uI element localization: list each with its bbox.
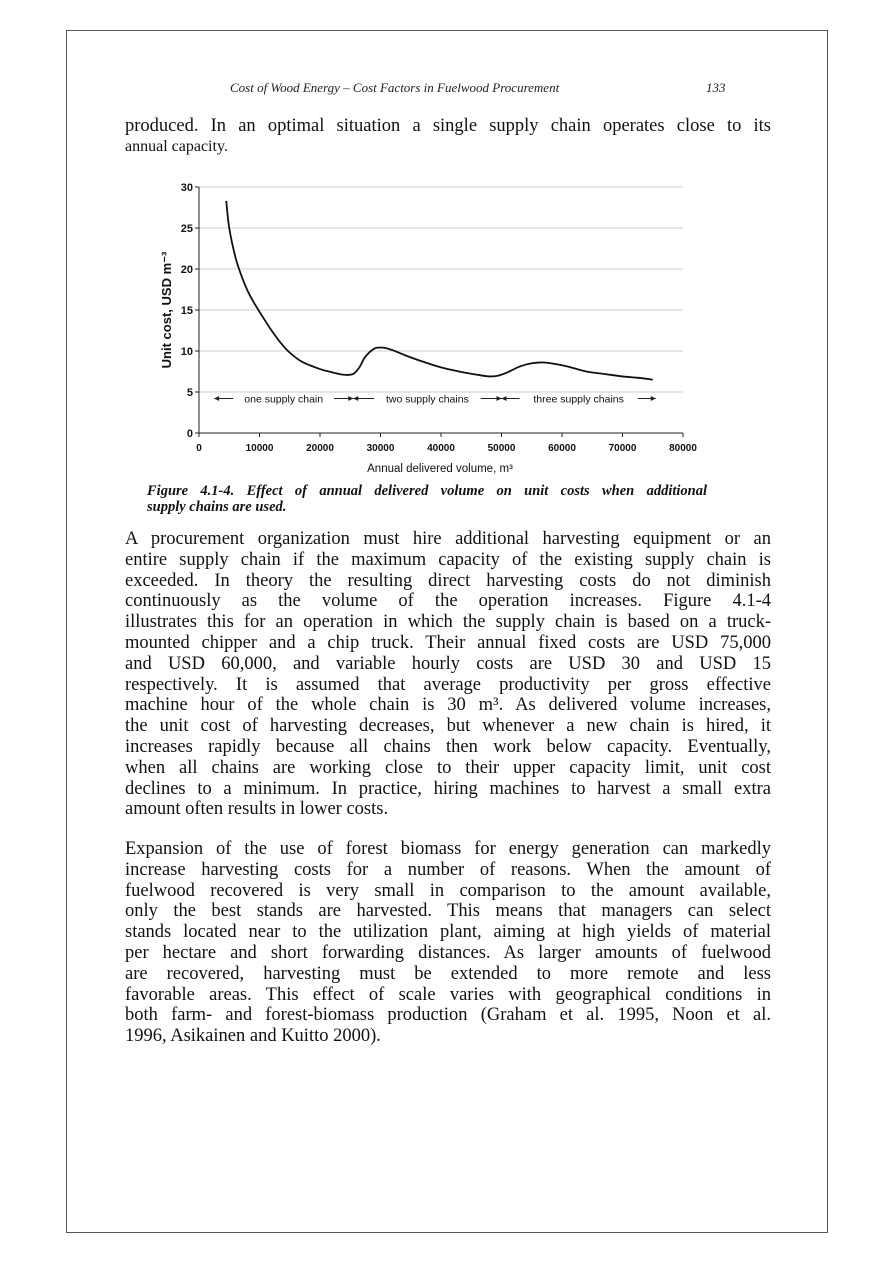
- annotation-label: one supply chain: [244, 394, 323, 406]
- x-tick-label: 20000: [306, 443, 334, 454]
- running-header: Cost of Wood Energy – Cost Factors in Fu…: [230, 80, 560, 95]
- text-line: fuelwood recovered is very small in comp…: [125, 880, 771, 901]
- x-tick-label: 0: [196, 443, 202, 454]
- arrowhead-right: [496, 396, 502, 402]
- annotation-label: two supply chains: [386, 394, 469, 406]
- text-line: entire supply chain if the maximum capac…: [125, 549, 771, 570]
- x-tick-label: 30000: [367, 443, 395, 454]
- x-tick-label: 80000: [669, 443, 697, 454]
- text-line: supply chains are used.: [147, 499, 287, 515]
- y-tick-label: 30: [181, 182, 193, 194]
- y-tick-label: 20: [181, 264, 193, 276]
- y-tick-label: 25: [181, 223, 193, 235]
- intro-paragraph: produced. In an optimal situation a sing…: [125, 116, 771, 158]
- text-line: favorable areas. This effect of scale va…: [125, 984, 771, 1005]
- text-line: and USD 60,000, and variable hourly cost…: [125, 653, 771, 674]
- text-line: per hectare and short forwarding distanc…: [125, 942, 771, 963]
- text-line: 1996, Asikainen and Kuitto 2000).: [125, 1026, 381, 1047]
- x-tick-label: 40000: [427, 443, 455, 454]
- text-line: exceeded. In theory the resulting direct…: [125, 570, 771, 591]
- text-line: continuously as the volume of the operat…: [125, 591, 771, 612]
- page-border: [66, 30, 828, 1233]
- text-line: when all chains are working close to the…: [125, 757, 771, 778]
- text-line: Figure 4.1-4. Effect of annual delivered…: [147, 483, 707, 499]
- text-line: respectively. It is assumed that average…: [125, 674, 771, 695]
- text-line: both farm- and forest-biomass production…: [125, 1005, 771, 1026]
- x-tick-label: 60000: [548, 443, 576, 454]
- page-number: 133: [706, 80, 726, 95]
- text-line: declines to a minimum. In practice, hiri…: [125, 778, 771, 799]
- text-line: increases rapidly because all chains the…: [125, 736, 771, 757]
- text-line: the unit cost of harvesting decreases, b…: [125, 716, 771, 737]
- arrowhead-left: [353, 396, 359, 402]
- annotation-label: three supply chains: [533, 394, 623, 406]
- text-line: machine hour of the whole chain is 30 m³…: [125, 695, 771, 716]
- text-line: illustrates this for an operation in whi…: [125, 612, 771, 633]
- unit-cost-chart: 0 5 10 15 20 25 30 0 10000 20000 30000 40000 50000 60…: [159, 182, 697, 475]
- text-line: produced. In an optimal situation a sing…: [125, 116, 771, 136]
- text-line: are recovered, harvesting must be extend…: [125, 963, 771, 984]
- arrowhead-right: [348, 396, 354, 402]
- y-axis-label: Unit cost, USD m⁻³: [159, 251, 174, 368]
- text-line: stands located near to the utilization p…: [125, 922, 771, 943]
- arrowhead-right: [650, 396, 656, 402]
- arrowhead-left: [501, 396, 507, 402]
- x-tick-label: 70000: [609, 443, 637, 454]
- x-tick-label: 50000: [488, 443, 516, 454]
- arrowhead-left: [214, 396, 220, 402]
- text-line: increase harvesting costs for a number o…: [125, 859, 771, 880]
- text-line: amount often results in lower costs.: [125, 799, 389, 820]
- x-tick-label: 10000: [246, 443, 274, 454]
- text-line: only the best stands are harvested. This…: [125, 901, 771, 922]
- text-line: A procurement organization must hire add…: [125, 529, 771, 549]
- y-tick-label: 10: [181, 346, 193, 358]
- y-tick-label: 0: [187, 428, 193, 440]
- y-tick-label: 5: [187, 387, 193, 399]
- y-tick-label: 15: [181, 305, 193, 317]
- text-line: Expansion of the use of forest biomass f…: [125, 839, 771, 859]
- paragraph-1: A procurement organization must hire add…: [125, 529, 771, 820]
- text-line: annual capacity.: [125, 137, 228, 155]
- paragraph-2: Expansion of the use of forest biomass f…: [125, 839, 771, 1047]
- cost-curve: [225, 200, 653, 381]
- text-line: mounted chipper and a chip truck. Their …: [125, 632, 771, 653]
- x-axis-label: Annual delivered volume, m³: [367, 463, 513, 475]
- figure-caption: Figure 4.1-4. Effect of annual delivered…: [147, 483, 707, 515]
